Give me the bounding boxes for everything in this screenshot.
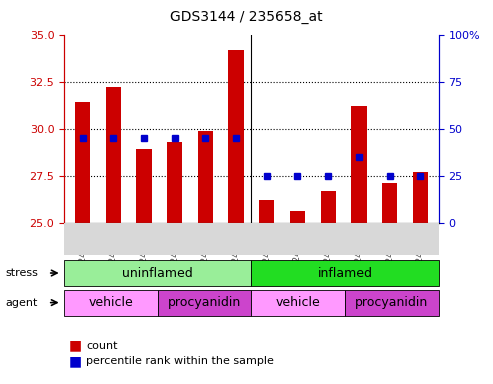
Text: stress: stress (5, 268, 38, 278)
Bar (198, 131, 213, 223)
Text: agent: agent (5, 298, 37, 308)
Text: percentile rank within the sample: percentile rank within the sample (86, 356, 274, 366)
Text: ■: ■ (69, 354, 82, 368)
Bar (106, 87, 121, 223)
Bar (167, 142, 182, 223)
Bar (75, 102, 90, 223)
Bar (351, 106, 367, 223)
Text: procyanidin: procyanidin (355, 296, 428, 309)
Text: vehicle: vehicle (89, 296, 133, 309)
Bar (413, 172, 428, 223)
Bar (382, 183, 397, 223)
Text: ■: ■ (69, 339, 82, 353)
Text: inflamed: inflamed (317, 266, 373, 280)
Text: GDS3144 / 235658_at: GDS3144 / 235658_at (170, 10, 323, 23)
Text: count: count (86, 341, 118, 351)
Bar (290, 212, 305, 223)
Bar (320, 191, 336, 223)
Bar (228, 50, 244, 223)
Bar (259, 200, 275, 223)
Text: uninflamed: uninflamed (122, 266, 193, 280)
Text: vehicle: vehicle (276, 296, 320, 309)
Text: procyanidin: procyanidin (168, 296, 241, 309)
Bar (136, 149, 152, 223)
